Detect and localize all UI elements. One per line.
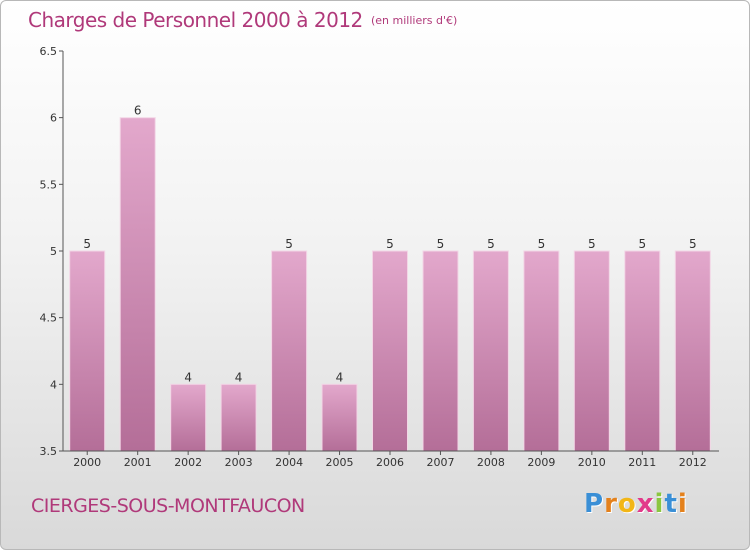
unit-label: (en milliers d'€) bbox=[371, 14, 458, 27]
bar-2012 bbox=[674, 250, 711, 452]
bar-2000 bbox=[69, 250, 106, 452]
y-tick-label-4.5: 4.5 bbox=[40, 312, 58, 325]
x-tick-label-2010: 2010 bbox=[578, 456, 606, 469]
y-tick-label-4: 4 bbox=[50, 378, 57, 391]
x-tick-label-2000: 2000 bbox=[73, 456, 101, 469]
data-label-2005: 4 bbox=[336, 370, 344, 384]
data-label-2002: 4 bbox=[184, 370, 192, 384]
x-tick-label-2007: 2007 bbox=[427, 456, 455, 469]
data-label-2009: 5 bbox=[538, 237, 546, 251]
logo-letter: i bbox=[677, 489, 688, 519]
x-tick-label-2005: 2005 bbox=[326, 456, 354, 469]
data-label-2003: 4 bbox=[235, 370, 243, 384]
data-label-2012: 5 bbox=[689, 237, 697, 251]
bar-2006 bbox=[372, 250, 408, 452]
axes-layer: 2000 2001 2002 2003 2004 2005 2006 2007 2008 2009… bbox=[40, 45, 719, 469]
logo-letter: i bbox=[654, 489, 665, 519]
data-label-2006: 5 bbox=[386, 237, 394, 251]
data-label-2000: 5 bbox=[83, 237, 91, 251]
x-tick-label-2002: 2002 bbox=[174, 456, 202, 469]
bar-2009 bbox=[523, 250, 560, 452]
bar-2011 bbox=[624, 250, 661, 452]
chart-title: Charges de Personnel 2000 à 2012 bbox=[28, 8, 363, 32]
x-tick-label-2012: 2012 bbox=[679, 456, 707, 469]
x-tick-label-2006: 2006 bbox=[376, 456, 404, 469]
x-tick-label-2003: 2003 bbox=[225, 456, 253, 469]
bars-layer: 5 6 4 4 5 4 5 5 5 5 5 5 5 bbox=[69, 104, 711, 452]
data-label-2001: 6 bbox=[134, 104, 142, 118]
bar-2005 bbox=[321, 383, 358, 452]
logo-letter: r bbox=[604, 489, 618, 519]
x-tick-label-2009: 2009 bbox=[527, 456, 555, 469]
bar-2004 bbox=[271, 250, 308, 452]
logo-letter: P bbox=[584, 489, 605, 519]
x-tick-label-2001: 2001 bbox=[124, 456, 152, 469]
proxiti-logo[interactable]: Proxiti bbox=[584, 489, 688, 519]
data-label-2011: 5 bbox=[638, 237, 646, 251]
bar-2010 bbox=[573, 250, 610, 452]
y-tick-label-3.5: 3.5 bbox=[40, 445, 58, 458]
data-label-2010: 5 bbox=[588, 237, 596, 251]
y-tick-label-5: 5 bbox=[50, 245, 57, 258]
y-tick-label-5.5: 5.5 bbox=[40, 178, 58, 191]
x-tick-label-2008: 2008 bbox=[477, 456, 505, 469]
bar-2003 bbox=[220, 383, 257, 452]
logo-letter: t bbox=[664, 489, 678, 519]
logo-letter: o bbox=[617, 489, 637, 519]
y-tick-label-6.5: 6.5 bbox=[40, 45, 58, 58]
bar-2002 bbox=[170, 383, 207, 452]
y-tick-label-6: 6 bbox=[50, 112, 57, 125]
bar-2007 bbox=[422, 250, 459, 452]
logo-letter: x bbox=[636, 489, 655, 519]
city-name: CIERGES-SOUS-MONTFAUCON bbox=[31, 495, 305, 517]
data-label-2007: 5 bbox=[437, 237, 445, 251]
bar-2008 bbox=[472, 250, 509, 452]
data-label-2008: 5 bbox=[487, 237, 495, 251]
x-tick-label-2004: 2004 bbox=[275, 456, 303, 469]
data-label-2004: 5 bbox=[285, 237, 293, 251]
x-tick-label-2011: 2011 bbox=[628, 456, 656, 469]
bar-2001 bbox=[119, 117, 156, 452]
